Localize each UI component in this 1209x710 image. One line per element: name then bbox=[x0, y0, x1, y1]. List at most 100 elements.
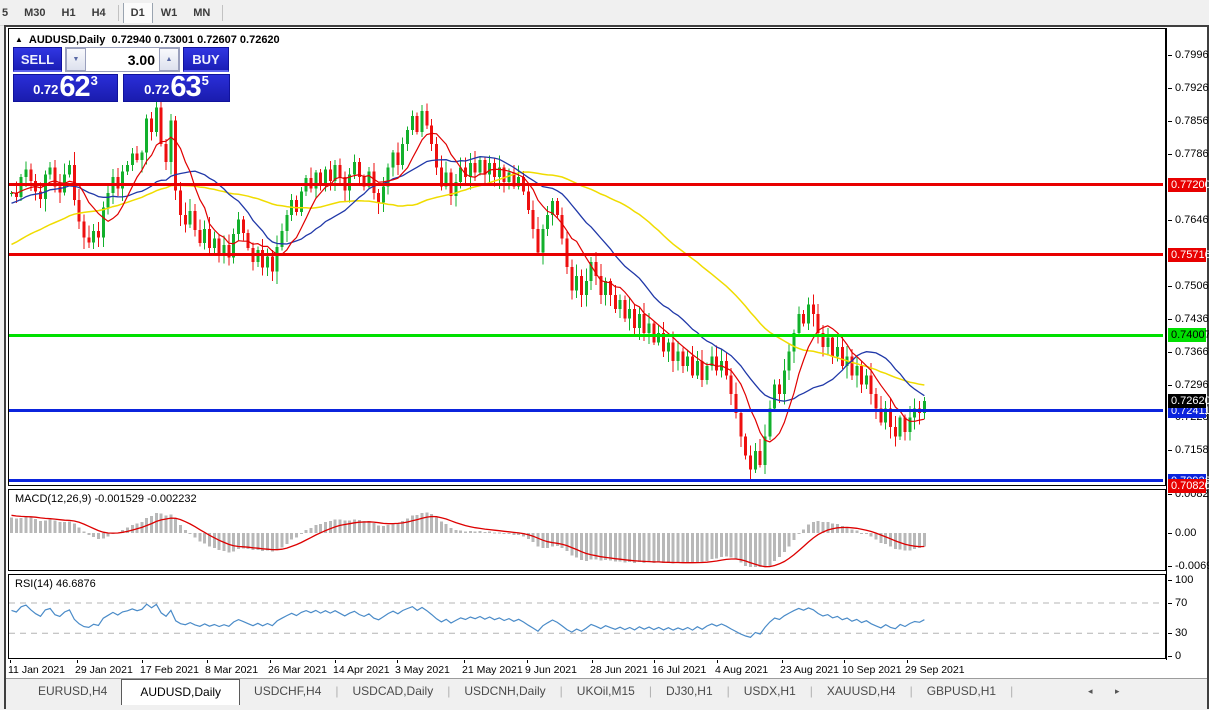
axis-tick-mark bbox=[1168, 54, 1172, 56]
chart-title-ohlc: 0.72940 0.73001 0.72607 0.72620 bbox=[111, 34, 280, 46]
volume-decrease-button[interactable]: ▼ bbox=[66, 48, 86, 71]
chart-tab-audusd-daily[interactable]: AUDUSD,Daily bbox=[121, 679, 241, 705]
chart-tab-usdx-h1[interactable]: USDX,H1 bbox=[743, 684, 796, 698]
axis-tick-mark bbox=[1168, 633, 1172, 635]
axis-tick-mark bbox=[1168, 580, 1172, 582]
tab-scroll-arrows[interactable]: ◂ ▸ bbox=[1088, 686, 1130, 696]
date-tick-mark bbox=[10, 660, 11, 663]
chart-tab-bar: EURUSD,H4 AUDUSD,Daily USDCHF,H4 | USDCAD,Da… bbox=[6, 678, 1207, 710]
level-price-badge: 0.70820 bbox=[1168, 478, 1209, 493]
sell-price-display[interactable]: 0.72 62 3 bbox=[13, 73, 118, 102]
tab-separator: | bbox=[809, 684, 813, 698]
date-label: 17 Feb 2021 bbox=[140, 664, 199, 676]
date-axis[interactable]: 11 Jan 2021 29 Jan 2021 17 Feb 2021 8 Mar 2… bbox=[8, 660, 1164, 678]
tabs-host: EURUSD,H4 AUDUSD,Daily USDCHF,H4 | USDCAD,Da… bbox=[24, 679, 1013, 705]
date-label: 26 Mar 2021 bbox=[268, 664, 327, 676]
axis-tick-mark bbox=[1168, 351, 1172, 353]
chart-tab-xauusd-h4[interactable]: XAUUSD,H4 bbox=[826, 684, 896, 698]
timeframe-button-w1[interactable]: W1 bbox=[160, 6, 178, 19]
buy-price-main: 63 bbox=[170, 71, 201, 103]
macd-indicator-pane[interactable]: MACD(12,26,9) -0.001529 -0.002232 bbox=[8, 489, 1166, 571]
sell-price-prefix: 0.72 bbox=[33, 82, 59, 97]
rsi-tick: 100 bbox=[1175, 574, 1194, 587]
date-label: 9 Jun 2021 bbox=[525, 664, 577, 676]
axis-tick-mark bbox=[1168, 120, 1172, 122]
timeframe-button-h1[interactable]: H1 bbox=[61, 6, 76, 19]
axis-tick-mark bbox=[1168, 656, 1172, 658]
sell-button[interactable]: SELL bbox=[13, 47, 62, 72]
volume-stepper: ▼ ▲ bbox=[65, 47, 180, 72]
toolbar-separator bbox=[222, 4, 224, 21]
chart-tab-usdcad-daily[interactable]: USDCAD,Daily bbox=[352, 684, 434, 698]
rsi-indicator-pane[interactable]: RSI(14) 46.6876 bbox=[8, 574, 1166, 659]
chart-title-symbol: AUDUSD,Daily bbox=[28, 34, 106, 46]
tab-separator: | bbox=[909, 684, 913, 698]
rsi-line-chart bbox=[9, 602, 1163, 638]
rsi-tick: 0 bbox=[1175, 650, 1182, 663]
chart-tab-dj30-h1[interactable]: DJ30,H1 bbox=[665, 684, 713, 698]
axis-tick-mark bbox=[1168, 494, 1172, 495]
chart-title: ▲ AUDUSD,Daily 0.72940 0.73001 0.72607 0.… bbox=[15, 34, 280, 46]
chart-tab-ukoil-m15[interactable]: UKOil,M15 bbox=[576, 684, 635, 698]
level-price-badge: 0.75716 bbox=[1168, 247, 1209, 262]
timeframe-button-m15[interactable]: 5 bbox=[2, 6, 9, 19]
date-tick-mark bbox=[844, 660, 845, 663]
axis-tick-mark bbox=[1168, 318, 1172, 320]
current-price-badge: 0.72620 bbox=[1168, 393, 1209, 408]
date-label: 16 Jul 2021 bbox=[652, 664, 707, 676]
main-chart-pane[interactable]: ▲ AUDUSD,Daily 0.72940 0.73001 0.72607 0.… bbox=[8, 28, 1166, 486]
date-tick-mark bbox=[335, 660, 336, 663]
timeframe-button-mn[interactable]: MN bbox=[193, 6, 211, 19]
axis-tick-mark bbox=[1168, 533, 1172, 534]
date-tick-mark bbox=[654, 660, 655, 663]
volume-input[interactable] bbox=[86, 48, 159, 71]
chart-tab-usdcnh-daily[interactable]: USDCNH,Daily bbox=[464, 684, 546, 698]
date-tick-mark bbox=[397, 660, 398, 663]
rsi-tick: 30 bbox=[1175, 627, 1188, 640]
tab-separator: | bbox=[447, 684, 451, 698]
macd-tick: -0.006987 bbox=[1175, 560, 1209, 572]
date-label: 23 Aug 2021 bbox=[780, 664, 839, 676]
chart-tab-gbpusd-h1[interactable]: GBPUSD,H1 bbox=[926, 684, 997, 698]
timeframe-button-d1[interactable]: D1 bbox=[122, 2, 153, 23]
collapse-triangle-icon[interactable]: ▲ bbox=[15, 35, 23, 44]
buy-button[interactable]: BUY bbox=[183, 47, 229, 72]
tab-separator: | bbox=[559, 684, 563, 698]
date-label: 3 May 2021 bbox=[395, 664, 450, 676]
timeframe-toolbar: 5 M30 H1 H4 D1 W1 MN bbox=[0, 0, 1209, 26]
candlestick-chart bbox=[9, 94, 1163, 483]
chart-tab-usdchf-h4[interactable]: USDCHF,H4 bbox=[254, 684, 322, 698]
rsi-tick: 70 bbox=[1175, 597, 1188, 609]
sell-price-pip: 3 bbox=[90, 73, 98, 88]
timeframe-button-h4[interactable]: H4 bbox=[91, 6, 106, 19]
date-label: 10 Sep 2021 bbox=[842, 664, 902, 676]
date-tick-mark bbox=[464, 660, 465, 663]
buy-price-display[interactable]: 0.72 63 5 bbox=[123, 71, 230, 103]
timeframe-button-m30[interactable]: M30 bbox=[24, 6, 46, 19]
date-tick-mark bbox=[592, 660, 593, 663]
axis-tick-mark bbox=[1168, 219, 1172, 221]
volume-increase-button[interactable]: ▲ bbox=[159, 48, 179, 71]
axis-tick-mark bbox=[1168, 153, 1172, 155]
date-tick-mark bbox=[527, 660, 528, 663]
chart-window: ▲ AUDUSD,Daily 0.72940 0.73001 0.72607 0.… bbox=[4, 25, 1209, 710]
date-tick-mark bbox=[270, 660, 271, 663]
toolbar-separator bbox=[117, 4, 119, 21]
level-price-badge: 0.74007 bbox=[1168, 328, 1209, 343]
date-label: 4 Aug 2021 bbox=[715, 664, 769, 676]
tab-separator: | bbox=[648, 684, 652, 698]
date-tick-mark bbox=[782, 660, 783, 663]
date-tick-mark bbox=[907, 660, 908, 663]
date-tick-mark bbox=[207, 660, 208, 663]
chart-tab-eurusd-h4[interactable]: EURUSD,H4 bbox=[38, 684, 108, 698]
date-label: 21 May 2021 bbox=[462, 664, 523, 676]
date-tick-mark bbox=[717, 660, 718, 663]
